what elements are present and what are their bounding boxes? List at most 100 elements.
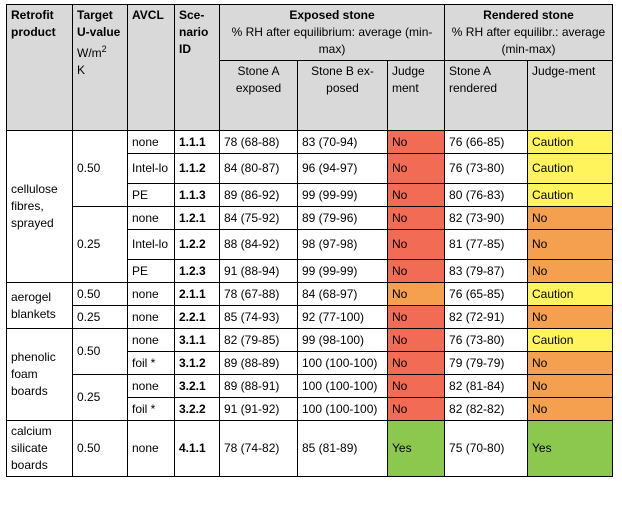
stone-a-rendered-cell: 79 (79-79)	[444, 351, 529, 375]
judgement-rendered-cell: Caution	[527, 282, 614, 306]
header-retrofit: Retrofit product	[6, 4, 73, 131]
scenario-id-cell: 1.2.3	[174, 259, 220, 283]
header-judgement: Judge ment	[386, 60, 446, 131]
judgement-exposed-cell: No	[386, 130, 446, 154]
stone-b-exposed-cell: 100 (100-100)	[297, 351, 388, 375]
judgement-exposed-cell: No	[386, 282, 446, 306]
stone-a-exposed-cell: 82 (79-85)	[219, 328, 298, 352]
avcl-cell: foil *	[127, 397, 175, 421]
scenario-id-cell: 1.2.1	[174, 206, 220, 230]
header-scenario: Sce-nario ID	[174, 4, 220, 131]
table-row: foil * 3.2.2 91 (91-92) 100 (100-100) No 82 (…	[7, 397, 614, 421]
judgement-rendered-cell: Caution	[527, 328, 614, 352]
avcl-cell: none	[127, 420, 175, 477]
stone-a-exposed-cell: 89 (88-89)	[219, 351, 298, 375]
header-rendered-sub: % RH after equilibr.: average (min-max)	[451, 25, 606, 56]
stone-a-rendered-cell: 76 (73-80)	[444, 153, 529, 184]
scenario-id-cell: 3.1.1	[174, 328, 220, 352]
header-stone-a-exposed: Stone A exposed	[219, 60, 298, 131]
judgement-rendered-cell: No	[527, 397, 614, 421]
header-row: Retrofit product Target U-value W/m2 K AV…	[6, 4, 614, 131]
judgement-rendered-cell: Yes	[527, 420, 614, 477]
avcl-cell: none	[127, 374, 175, 398]
stone-a-rendered-cell: 83 (79-87)	[444, 259, 529, 283]
table-row: phenolic foam boards 0.50 none 3.1.1 82 (7…	[6, 328, 614, 421]
judgement-exposed-cell: No	[386, 397, 446, 421]
stone-a-exposed-cell: 89 (86-92)	[219, 183, 298, 207]
stone-a-rendered-cell: 81 (77-85)	[444, 229, 529, 260]
target-value: 0.25	[72, 305, 128, 329]
stone-a-rendered-cell: 76 (66-85)	[444, 130, 529, 154]
judgement-rendered-cell: No	[527, 229, 614, 260]
stone-a-rendered-cell: 82 (73-90)	[444, 206, 529, 230]
scenario-id-cell: 3.2.2	[174, 397, 220, 421]
judgement-exposed-cell: No	[386, 183, 446, 207]
table-row: Intel-lo 1.2.2 88 (84-92) 98 (97-98) No 81 (7…	[7, 229, 614, 260]
judgement-exposed-cell: No	[386, 351, 446, 375]
stone-a-rendered-cell: 76 (73-80)	[444, 328, 529, 352]
judgement-exposed-cell: No	[386, 374, 446, 398]
stone-a-rendered-cell: 80 (76-83)	[444, 183, 529, 207]
header-exposed: Exposed stone % RH after equilibrium: av…	[218, 4, 446, 61]
table-row: 0.25 none 1.2.1 84 (75-92) 89 (79-96) No 82 (…	[7, 206, 614, 283]
stone-a-rendered-cell: 75 (70-80)	[444, 420, 529, 477]
avcl-cell: Intel-lo	[127, 229, 175, 260]
scenario-id-cell: 1.1.2	[174, 153, 220, 184]
stone-a-exposed-cell: 88 (84-92)	[219, 229, 298, 260]
stone-b-exposed-cell: 84 (68-97)	[297, 282, 388, 306]
stone-a-rendered-cell: 82 (81-84)	[444, 374, 529, 398]
group-calcium: calcium silicate boards	[6, 420, 73, 477]
header-judgement-rendered: Judge-ment	[527, 60, 614, 131]
judgement-rendered-cell: No	[527, 259, 614, 283]
header-stone-b-exposed: Stone B ex-posed	[297, 60, 388, 131]
header-rendered: Rendered stone % RH after equilibr.: ave…	[444, 4, 614, 61]
stone-b-exposed-cell: 99 (99-99)	[297, 183, 388, 207]
judgement-exposed-cell: Yes	[386, 420, 446, 477]
avcl-cell: PE	[127, 183, 175, 207]
table-row: cellulose fibres, sprayed 0.50 none 1.1.1…	[6, 130, 614, 283]
avcl-cell: none	[127, 282, 175, 306]
scenario-id-cell: 1.2.2	[174, 229, 220, 260]
judgement-exposed-cell: No	[386, 206, 446, 230]
header-rendered-title: Rendered stone	[483, 8, 574, 22]
target-value: 0.50	[72, 420, 128, 477]
stone-b-exposed-cell: 100 (100-100)	[297, 397, 388, 421]
header-stone-a-rendered: Stone A rendered	[444, 60, 529, 131]
table-row: aerogel blankets 0.50 none 2.1.1 78 (67-88…	[6, 282, 614, 329]
header-avcl: AVCL	[127, 4, 175, 131]
stone-b-exposed-cell: 89 (79-96)	[297, 206, 388, 230]
header-unit: W/m2 K	[77, 44, 107, 77]
avcl-cell: none	[127, 305, 175, 329]
target-value: 0.50	[72, 328, 128, 375]
scenario-id-cell: 4.1.1	[174, 420, 220, 477]
scenario-id-cell: 3.1.2	[174, 351, 220, 375]
table-row: 0.25 none 3.2.1 89 (88-91) 100 (100-100) No 8…	[7, 374, 614, 421]
judgement-rendered-cell: Caution	[527, 130, 614, 154]
stone-a-rendered-cell: 82 (72-91)	[444, 305, 529, 329]
avcl-cell: PE	[127, 259, 175, 283]
stone-a-exposed-cell: 84 (80-87)	[219, 153, 298, 184]
stone-b-exposed-cell: 92 (77-100)	[297, 305, 388, 329]
stone-a-exposed-cell: 84 (75-92)	[219, 206, 298, 230]
stone-b-exposed-cell: 83 (70-94)	[297, 130, 388, 154]
table-row: 0.25 none 2.2.1 85 (74-93) 92 (77-100) No 82 …	[7, 305, 614, 329]
judgement-exposed-cell: No	[386, 328, 446, 352]
stone-a-exposed-cell: 85 (74-93)	[219, 305, 298, 329]
table-row: calcium silicate boards 0.50 none 4.1.1 78…	[6, 420, 614, 477]
header-exposed-title: Exposed stone	[289, 8, 375, 22]
stone-a-exposed-cell: 91 (88-94)	[219, 259, 298, 283]
avcl-cell: Intel-lo	[127, 153, 175, 184]
table-row: foil * 3.1.2 89 (88-89) 100 (100-100) No 79 (…	[7, 351, 614, 375]
judgement-rendered-cell: No	[527, 351, 614, 375]
group-cellulose: cellulose fibres, sprayed	[6, 130, 73, 283]
stone-b-exposed-cell: 85 (81-89)	[297, 420, 388, 477]
target-value: 0.25	[72, 206, 128, 283]
stone-a-exposed-cell: 89 (88-91)	[219, 374, 298, 398]
target-value: 0.50	[72, 130, 128, 207]
judgement-rendered-cell: No	[527, 374, 614, 398]
judgement-rendered-cell: Caution	[527, 183, 614, 207]
header-target-label: Target U-value	[77, 8, 121, 39]
judgement-exposed-cell: No	[386, 259, 446, 283]
scenario-id-cell: 2.1.1	[174, 282, 220, 306]
avcl-cell: none	[127, 130, 175, 154]
